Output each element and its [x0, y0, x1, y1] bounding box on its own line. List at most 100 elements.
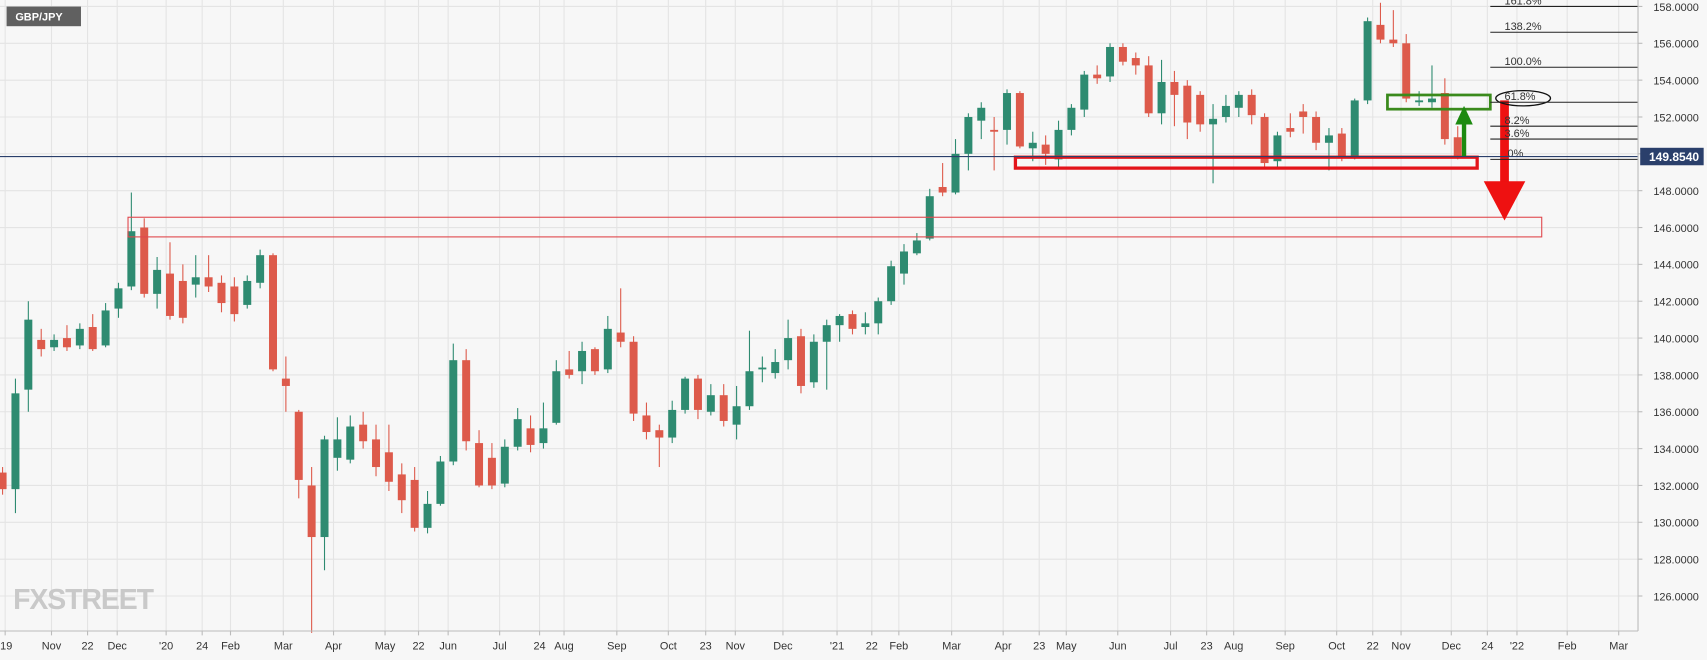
x-tick-label: 23	[1201, 641, 1213, 653]
candle-body	[62, 338, 71, 348]
candle-body	[1157, 81, 1166, 114]
candle-body	[900, 251, 908, 274]
y-tick-label: 136.0000	[1653, 407, 1699, 419]
candle-body	[101, 310, 110, 346]
x-tick-label: Jul	[493, 641, 507, 653]
chart-title: GBP/JPY	[15, 12, 63, 24]
candle-body	[281, 378, 290, 386]
candle-body	[590, 349, 599, 372]
x-tick-label: Aug	[554, 641, 573, 653]
candle-body	[1415, 100, 1424, 103]
x-tick-label: Feb	[1558, 641, 1577, 653]
candle-body	[1080, 74, 1089, 110]
candle-body	[346, 426, 355, 460]
candle-body	[1209, 118, 1218, 125]
y-tick-label: 158.0000	[1653, 2, 1699, 14]
candle-body	[990, 129, 999, 132]
candle-body	[269, 255, 277, 370]
x-tick-label: Jul	[1164, 641, 1178, 653]
last-price-label: 149.8540	[1649, 150, 1699, 164]
candle-body	[784, 338, 793, 361]
candle-body	[1376, 24, 1385, 40]
candle-body	[307, 485, 316, 538]
candle-body	[693, 378, 702, 410]
symbol-box	[6, 6, 81, 27]
fib-label: .0%	[1505, 148, 1524, 160]
x-tick-label: Feb	[889, 641, 908, 653]
candle-body	[951, 153, 960, 193]
candle-body	[75, 328, 84, 346]
y-tick-label: 142.0000	[1653, 297, 1699, 309]
candle-body	[1299, 111, 1308, 117]
x-tick-label: Dec	[107, 641, 127, 653]
candle-body	[114, 288, 123, 309]
candle-body	[153, 269, 162, 294]
candle-body	[642, 415, 651, 433]
x-tick-label: 22	[412, 641, 424, 653]
candle-body	[1131, 58, 1140, 66]
candle-body	[1363, 21, 1372, 101]
support-zone	[127, 216, 1543, 238]
candle-body	[11, 393, 20, 490]
x-tick-label: Mar	[942, 641, 961, 653]
watermark: FXSTREET	[13, 584, 155, 616]
candle-body	[848, 314, 857, 329]
candle-body	[668, 409, 677, 438]
candle-body	[1453, 137, 1462, 156]
candle-body	[217, 282, 226, 304]
fib-label: 100.0%	[1505, 56, 1542, 68]
x-tick-label: Jun	[439, 641, 457, 653]
y-tick-label: 134.0000	[1653, 444, 1699, 456]
last-price-box	[1640, 147, 1704, 166]
candle-body	[1440, 93, 1449, 140]
candle-body	[1067, 107, 1076, 130]
x-tick-label: Nov	[1391, 641, 1411, 653]
candle-body	[500, 446, 509, 484]
candle-body	[50, 339, 59, 348]
candle-body	[552, 371, 561, 423]
candle-body	[1196, 94, 1205, 125]
candle-body	[1041, 144, 1050, 154]
y-tick-label: 154.0000	[1653, 76, 1699, 88]
candle-body	[1003, 93, 1012, 130]
candle-body	[822, 325, 831, 342]
x-tick-label: 24	[196, 641, 208, 653]
candle-body	[37, 339, 46, 350]
fib-label: 3.6%	[1505, 128, 1530, 140]
candle-body	[1427, 98, 1436, 103]
candle-body	[1337, 133, 1346, 158]
candle-body	[964, 116, 973, 154]
candle-body	[359, 424, 368, 442]
candle-body	[487, 457, 496, 486]
candle-body	[1015, 93, 1024, 147]
x-tick-label: 22	[866, 641, 878, 653]
y-tick-label: 148.0000	[1653, 186, 1699, 198]
candle-body	[1234, 94, 1243, 108]
candle-body	[384, 452, 393, 482]
x-tick-label: 22	[81, 641, 93, 653]
candle-body	[294, 411, 303, 480]
candle-body	[1106, 46, 1115, 77]
x-tick-label: '20	[159, 641, 173, 653]
x-tick-label: Apr	[325, 641, 342, 653]
candle-body	[758, 367, 767, 370]
candle-body	[165, 273, 174, 316]
y-tick-label: 130.0000	[1653, 518, 1699, 530]
x-tick-label: Mar	[1609, 641, 1628, 653]
candle-body	[256, 255, 265, 283]
candle-body	[874, 301, 883, 324]
candle-body	[320, 439, 329, 538]
candle-body	[88, 327, 97, 350]
x-tick-label: May	[375, 641, 396, 653]
candle-body	[771, 362, 780, 374]
y-tick-label: 138.0000	[1653, 370, 1699, 382]
candle-body	[912, 240, 921, 254]
candle-body	[1144, 65, 1153, 114]
fib-label: 8.2%	[1505, 115, 1530, 127]
x-tick-label: May	[1056, 641, 1077, 653]
annotation-layer: 161.8% 138.2% 100.0% 61.8% 8.2%3.6% .0%	[0, 0, 1639, 238]
candle-body	[719, 395, 728, 421]
y-tick-label: 128.0000	[1653, 555, 1699, 567]
candle-body	[513, 419, 522, 447]
